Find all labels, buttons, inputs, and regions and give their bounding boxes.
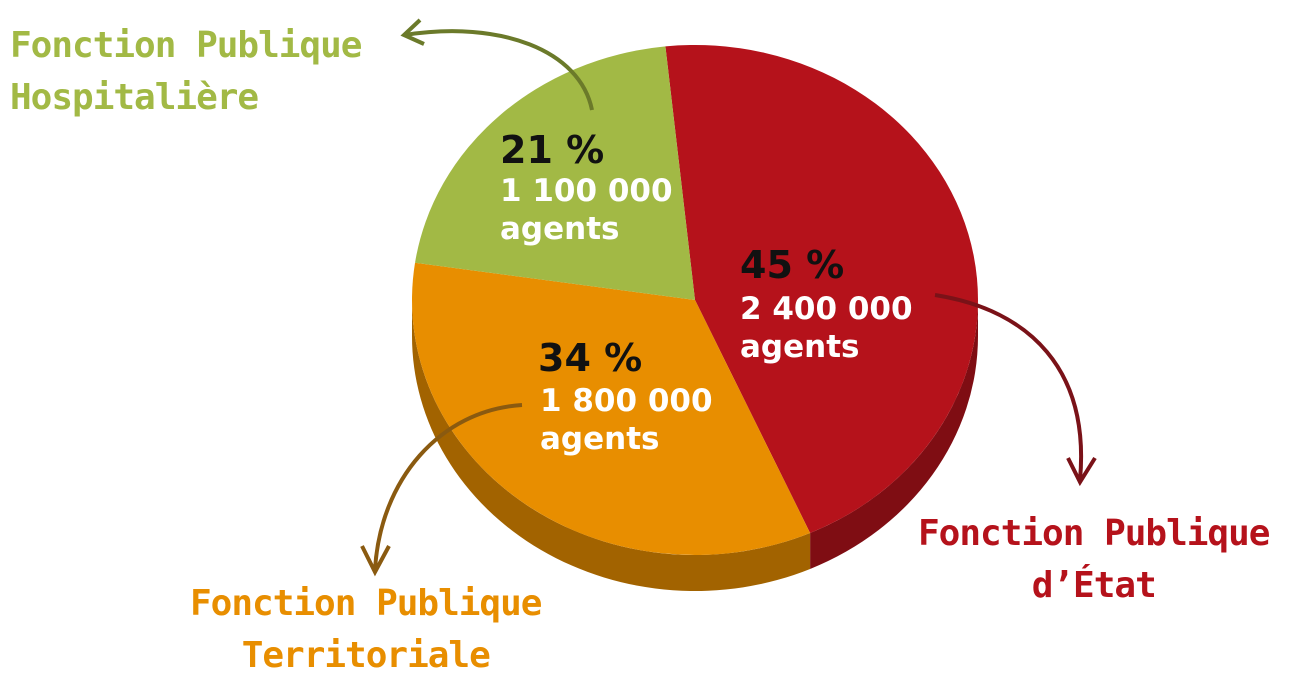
arrow: [934, 293, 1084, 481]
arrow-head: [360, 545, 391, 577]
slice: [665, 44, 978, 533]
count-label: 2 400 000 agents: [740, 291, 913, 365]
value-label: 21 %: [500, 128, 605, 172]
slice: [415, 46, 695, 301]
category-label: Fonction Publique Territoriale: [190, 583, 542, 676]
slice: [411, 262, 811, 556]
arrow-head: [400, 18, 425, 46]
category-label: Fonction Publique d’État: [918, 513, 1270, 606]
count-label: 1 100 000 agents: [500, 173, 673, 247]
slice-side: [810, 300, 978, 569]
value-label: 34 %: [538, 336, 643, 380]
category-label: Fonction Publique Hospitalière: [10, 25, 362, 118]
slice-side: [412, 300, 811, 591]
arrow: [404, 29, 594, 111]
value-label: 45 %: [740, 243, 845, 287]
arrows: [360, 18, 1097, 577]
arrow: [373, 403, 523, 571]
count-label: 1 800 000 agents: [540, 383, 713, 457]
arrow-head: [1066, 456, 1097, 487]
